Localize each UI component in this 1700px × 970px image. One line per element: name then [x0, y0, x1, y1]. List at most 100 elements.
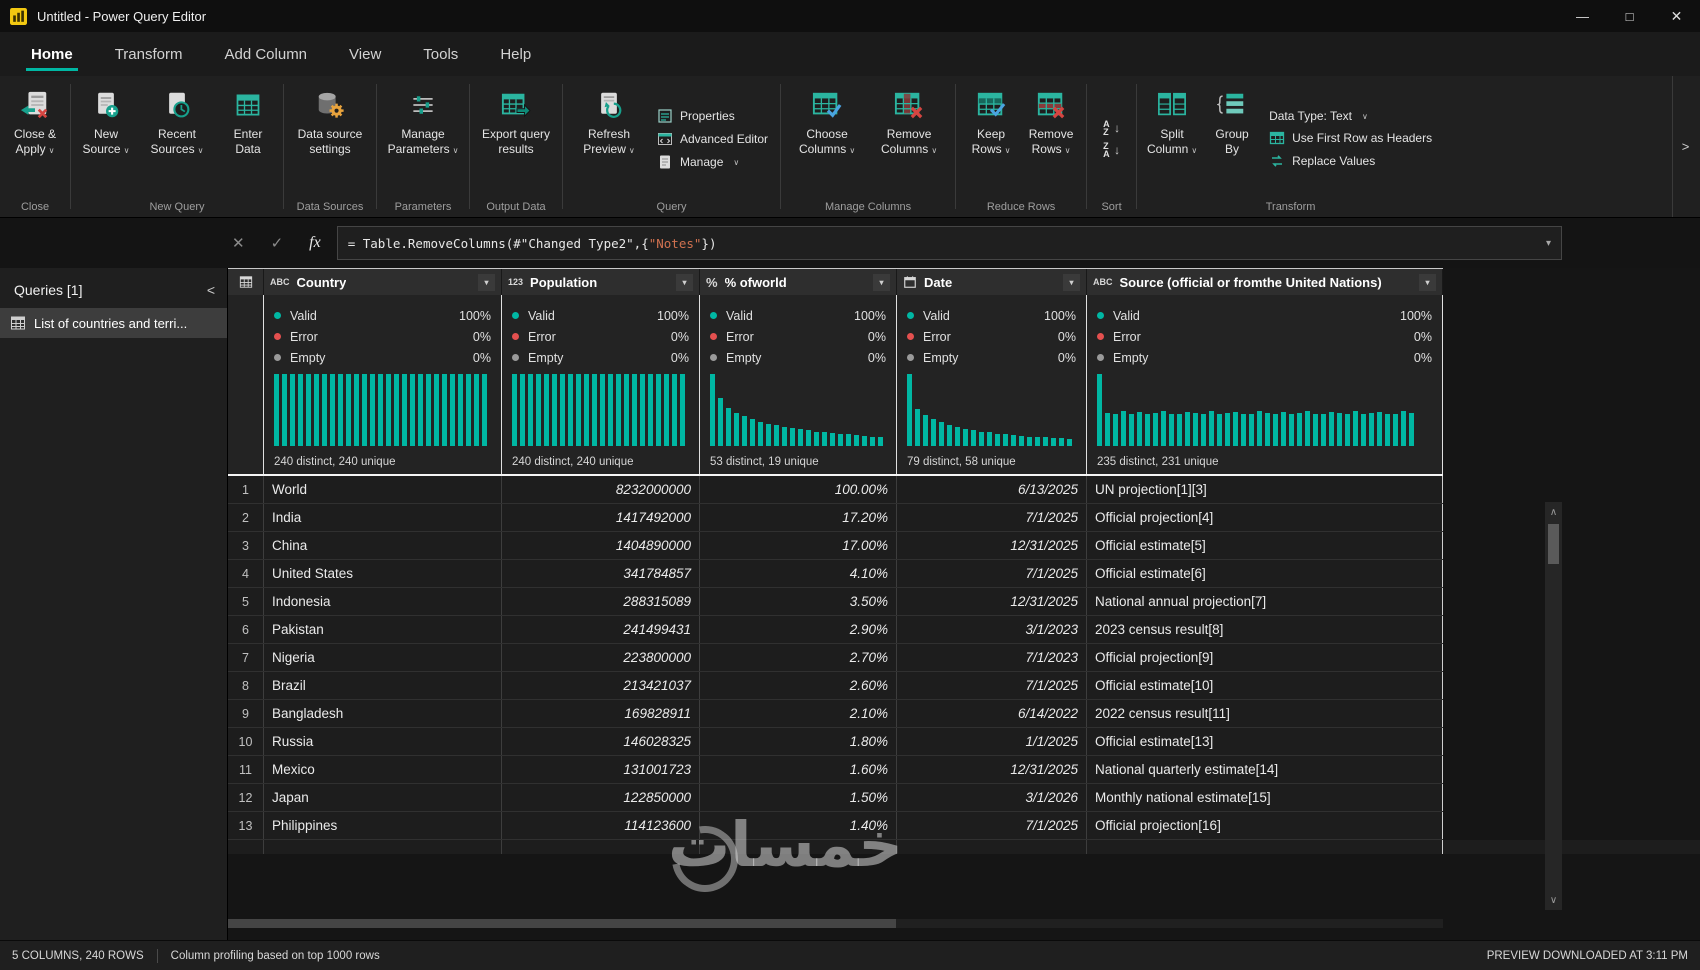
table-cell[interactable]: 7/1/2025 — [897, 504, 1087, 531]
table-cell[interactable]: 2.70% — [700, 644, 897, 671]
scroll-up-icon[interactable]: ∧ — [1549, 506, 1558, 518]
vertical-scrollbar-thumb[interactable] — [1548, 524, 1559, 564]
split-column-button[interactable]: Split Column ∨ — [1143, 80, 1201, 198]
table-cell[interactable]: 2.60% — [700, 672, 897, 699]
table-cell[interactable]: Japan — [264, 784, 502, 811]
table-cell[interactable]: 1.40% — [700, 812, 897, 839]
maximize-button[interactable]: □ — [1625, 8, 1634, 24]
manage-button[interactable]: Manage ∨ — [657, 154, 768, 170]
column-profile-population[interactable]: Valid 100% Error 0% Empty 0% 240 distinct, … — [502, 295, 700, 474]
new-source-button[interactable]: New Source ∨ — [77, 80, 135, 198]
tab-help[interactable]: Help — [500, 45, 532, 63]
refresh-preview-button[interactable]: Refresh Preview ∨ — [569, 80, 649, 198]
filter-dropdown-icon[interactable]: ▾ — [873, 273, 890, 291]
column-profile-date[interactable]: Valid 100% Error 0% Empty 0% 79 distinct, 5… — [897, 295, 1087, 474]
table-cell[interactable]: 100.00% — [700, 476, 897, 503]
row-number[interactable]: 6 — [228, 616, 264, 643]
formula-input[interactable]: = Table.RemoveColumns(#"Changed Type2",{… — [336, 226, 1562, 260]
tab-tools[interactable]: Tools — [423, 45, 459, 63]
table-cell[interactable]: National annual projection[7] — [1087, 588, 1443, 615]
table-cell[interactable]: 241499431 — [502, 616, 700, 643]
value-distribution-histogram[interactable] — [710, 374, 886, 446]
table-cell[interactable]: Official projection[9] — [1087, 644, 1443, 671]
formula-expand-icon[interactable]: ▾ — [1545, 237, 1551, 249]
commit-formula-icon[interactable]: ✓ — [270, 235, 284, 252]
table-cell[interactable]: 12/31/2025 — [897, 532, 1087, 559]
table-cell[interactable]: Pakistan — [264, 616, 502, 643]
remove-columns-button[interactable]: Remove Columns ∨ — [869, 80, 949, 198]
row-number[interactable]: 4 — [228, 560, 264, 587]
table-cell[interactable]: UN projection[1][3] — [1087, 476, 1443, 503]
column-profile-source[interactable]: Valid 100% Error 0% Empty 0% 235 distinct, … — [1087, 295, 1443, 474]
value-distribution-histogram[interactable] — [1097, 374, 1432, 446]
scroll-down-icon[interactable]: ∨ — [1549, 894, 1558, 906]
table-cell[interactable]: World — [264, 476, 502, 503]
row-number[interactable]: 2 — [228, 504, 264, 531]
table-cell[interactable]: 213421037 — [502, 672, 700, 699]
table-cell[interactable]: National quarterly estimate[14] — [1087, 756, 1443, 783]
row-number[interactable]: 1 — [228, 476, 264, 503]
table-cell[interactable]: Official projection[4] — [1087, 504, 1443, 531]
table-cell[interactable]: Brazil — [264, 672, 502, 699]
use-first-row-button[interactable]: Use First Row as Headers — [1269, 130, 1432, 146]
tab-view[interactable]: View — [349, 45, 382, 63]
status-profiling-note[interactable]: Column profiling based on top 1000 rows — [170, 949, 380, 962]
sort-ascending-button[interactable]: AZ ↓ — [1093, 119, 1130, 137]
ribbon-expand-button[interactable]: > — [1672, 76, 1698, 217]
keep-rows-button[interactable]: Keep Rows ∨ — [962, 80, 1020, 198]
row-number[interactable]: 5 — [228, 588, 264, 615]
table-cell[interactable]: 1.50% — [700, 784, 897, 811]
table-cell[interactable]: 12/31/2025 — [897, 588, 1087, 615]
value-distribution-histogram[interactable] — [907, 374, 1076, 446]
table-cell[interactable]: 6/13/2025 — [897, 476, 1087, 503]
table-cell[interactable]: China — [264, 532, 502, 559]
tab-transform[interactable]: Transform — [114, 45, 183, 63]
table-cell[interactable]: Russia — [264, 728, 502, 755]
table-cell[interactable]: 7/1/2025 — [897, 672, 1087, 699]
close-button[interactable]: ✕ — [1670, 7, 1683, 24]
table-cell[interactable]: 8232000000 — [502, 476, 700, 503]
table-cell[interactable]: 341784857 — [502, 560, 700, 587]
table-cell[interactable]: 1.80% — [700, 728, 897, 755]
query-list-item[interactable]: List of countries and terri... — [0, 308, 227, 338]
vertical-scrollbar[interactable]: ∧ ∨ — [1545, 502, 1562, 910]
table-cell[interactable]: 12/31/2025 — [897, 756, 1087, 783]
filter-dropdown-icon[interactable]: ▾ — [676, 273, 693, 291]
row-number[interactable]: 12 — [228, 784, 264, 811]
table-cell[interactable]: 17.00% — [700, 532, 897, 559]
column-header-population[interactable]: 123 Population ▾ — [502, 269, 700, 295]
table-cell[interactable]: 3/1/2026 — [897, 784, 1087, 811]
column-profile-pct-of-world[interactable]: Valid 100% Error 0% Empty 0% 53 distinct, 1… — [700, 295, 897, 474]
column-profile-country[interactable]: Valid 100% Error 0% Empty 0% 240 distinct, … — [264, 295, 502, 474]
tab-home[interactable]: Home — [10, 32, 94, 76]
cancel-formula-icon[interactable]: ✕ — [232, 235, 245, 252]
table-cell[interactable]: 169828911 — [502, 700, 700, 727]
tab-add-column[interactable]: Add Column — [224, 45, 308, 63]
table-cell[interactable]: 2.10% — [700, 700, 897, 727]
table-cell[interactable]: Official estimate[10] — [1087, 672, 1443, 699]
table-cell[interactable]: 288315089 — [502, 588, 700, 615]
close-apply-button[interactable]: Close & Apply ∨ — [6, 80, 64, 198]
remove-rows-button[interactable]: Remove Rows ∨ — [1022, 80, 1080, 198]
horizontal-scrollbar-thumb[interactable] — [228, 919, 897, 928]
row-number[interactable]: 13 — [228, 812, 264, 839]
table-cell[interactable]: 1.60% — [700, 756, 897, 783]
data-source-settings-button[interactable]: Data source settings — [290, 80, 370, 198]
table-cell[interactable]: 7/1/2025 — [897, 560, 1087, 587]
table-cell[interactable]: Indonesia — [264, 588, 502, 615]
row-number[interactable]: 9 — [228, 700, 264, 727]
filter-dropdown-icon[interactable]: ▾ — [1419, 273, 1436, 291]
table-cell[interactable]: Mexico — [264, 756, 502, 783]
table-cell[interactable]: 1/1/2025 — [897, 728, 1087, 755]
table-cell[interactable]: 3.50% — [700, 588, 897, 615]
value-distribution-histogram[interactable] — [274, 374, 491, 446]
filter-dropdown-icon[interactable]: ▾ — [478, 273, 495, 291]
table-cell[interactable]: 2.90% — [700, 616, 897, 643]
row-number[interactable]: 10 — [228, 728, 264, 755]
table-cell[interactable]: Bangladesh — [264, 700, 502, 727]
table-cell[interactable]: Official estimate[5] — [1087, 532, 1443, 559]
value-distribution-histogram[interactable] — [512, 374, 689, 446]
collapse-pane-icon[interactable]: < — [206, 282, 215, 298]
table-cell[interactable]: 114123600 — [502, 812, 700, 839]
table-cell[interactable]: 7/1/2025 — [897, 812, 1087, 839]
